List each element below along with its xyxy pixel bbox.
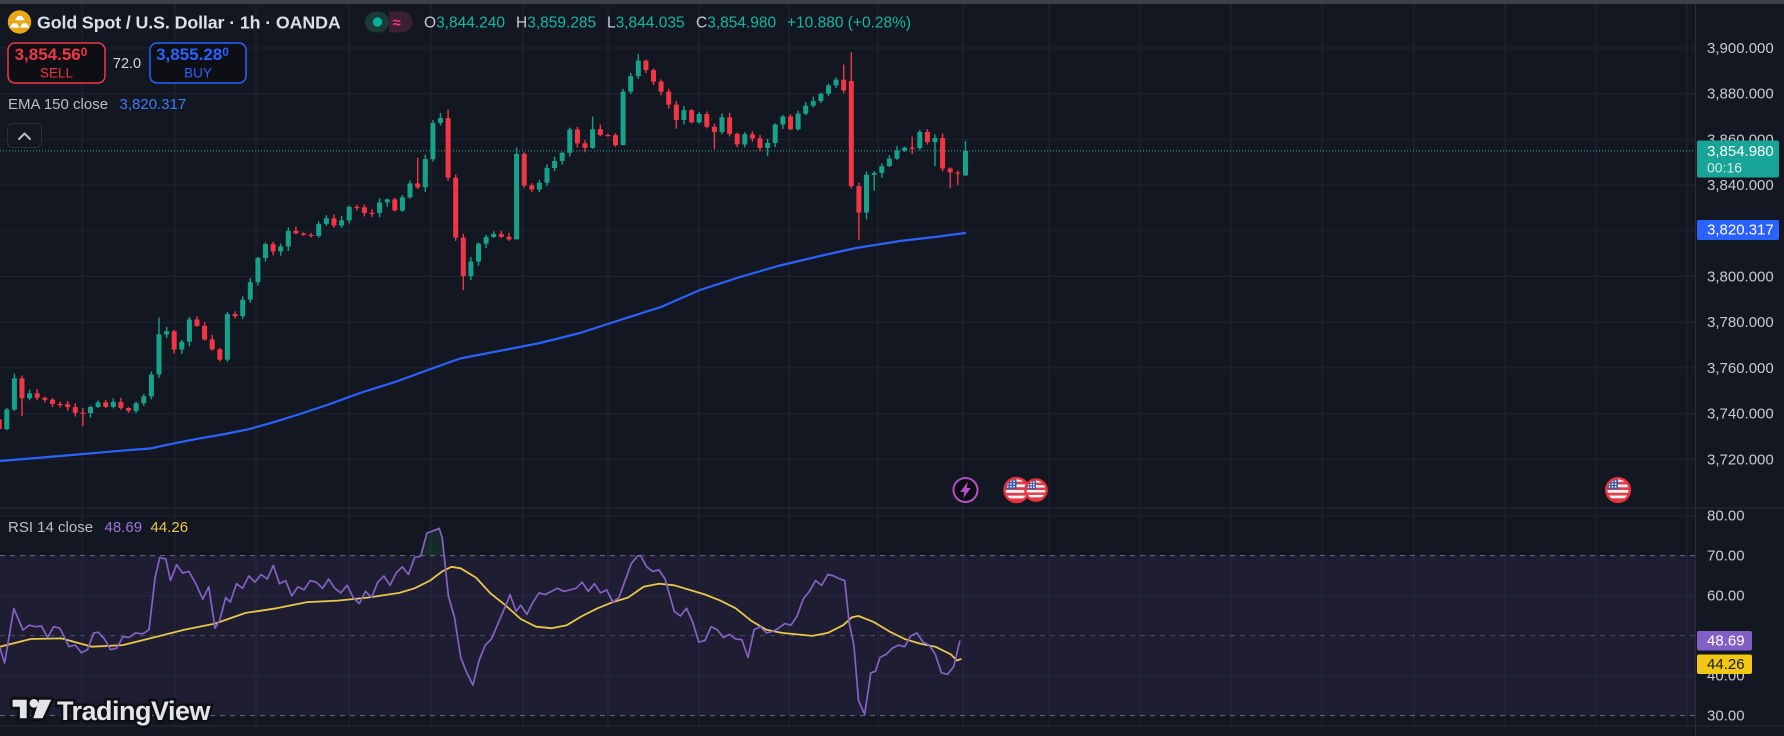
svg-text:3,720.000: 3,720.000 [1707, 451, 1774, 468]
svg-text:H3,859.285: H3,859.285 [516, 15, 596, 32]
svg-text:70.00: 70.00 [1707, 548, 1745, 565]
svg-text:3,800.000: 3,800.000 [1707, 269, 1774, 286]
svg-text:3,854.560: 3,854.560 [15, 45, 88, 64]
svg-text:3,820.317: 3,820.317 [120, 96, 187, 113]
svg-text:SELL: SELL [40, 66, 74, 81]
svg-text:80.00: 80.00 [1707, 508, 1745, 525]
svg-text:BUY: BUY [184, 66, 212, 81]
svg-text:3,840.000: 3,840.000 [1707, 177, 1774, 194]
svg-text:L3,844.035: L3,844.035 [607, 15, 685, 32]
svg-text:3,820.317: 3,820.317 [1707, 222, 1774, 239]
svg-text:C3,854.980: C3,854.980 [696, 15, 777, 32]
svg-text:O3,844.240: O3,844.240 [424, 15, 505, 32]
svg-text:3,854.980: 3,854.980 [1707, 143, 1774, 160]
svg-text:44.26: 44.26 [1707, 656, 1745, 673]
svg-text:3,740.000: 3,740.000 [1707, 406, 1774, 423]
svg-text:3,760.000: 3,760.000 [1707, 360, 1774, 377]
svg-text:44.26: 44.26 [151, 519, 189, 536]
svg-text:Gold Spot / U.S. Dollar · 1h ·: Gold Spot / U.S. Dollar · 1h · OANDA [37, 13, 341, 33]
svg-text:48.69: 48.69 [1707, 633, 1745, 650]
svg-text:30.00: 30.00 [1707, 708, 1745, 725]
svg-text:72.0: 72.0 [113, 56, 141, 72]
svg-text:3,780.000: 3,780.000 [1707, 314, 1774, 331]
svg-text:3,900.000: 3,900.000 [1707, 40, 1774, 57]
svg-text:EMA 150 close: EMA 150 close [8, 96, 108, 113]
svg-text:60.00: 60.00 [1707, 588, 1745, 605]
svg-text:3,855.280: 3,855.280 [156, 45, 229, 64]
svg-text:00:16: 00:16 [1707, 160, 1742, 176]
svg-text:48.69: 48.69 [105, 519, 143, 536]
svg-text:RSI 14 close: RSI 14 close [8, 519, 93, 536]
svg-text:+10.880 (+0.28%): +10.880 (+0.28%) [787, 15, 911, 32]
svg-text:3,880.000: 3,880.000 [1707, 86, 1774, 103]
svg-text:TradingView: TradingView [57, 696, 212, 726]
svg-text:≈: ≈ [393, 15, 401, 32]
